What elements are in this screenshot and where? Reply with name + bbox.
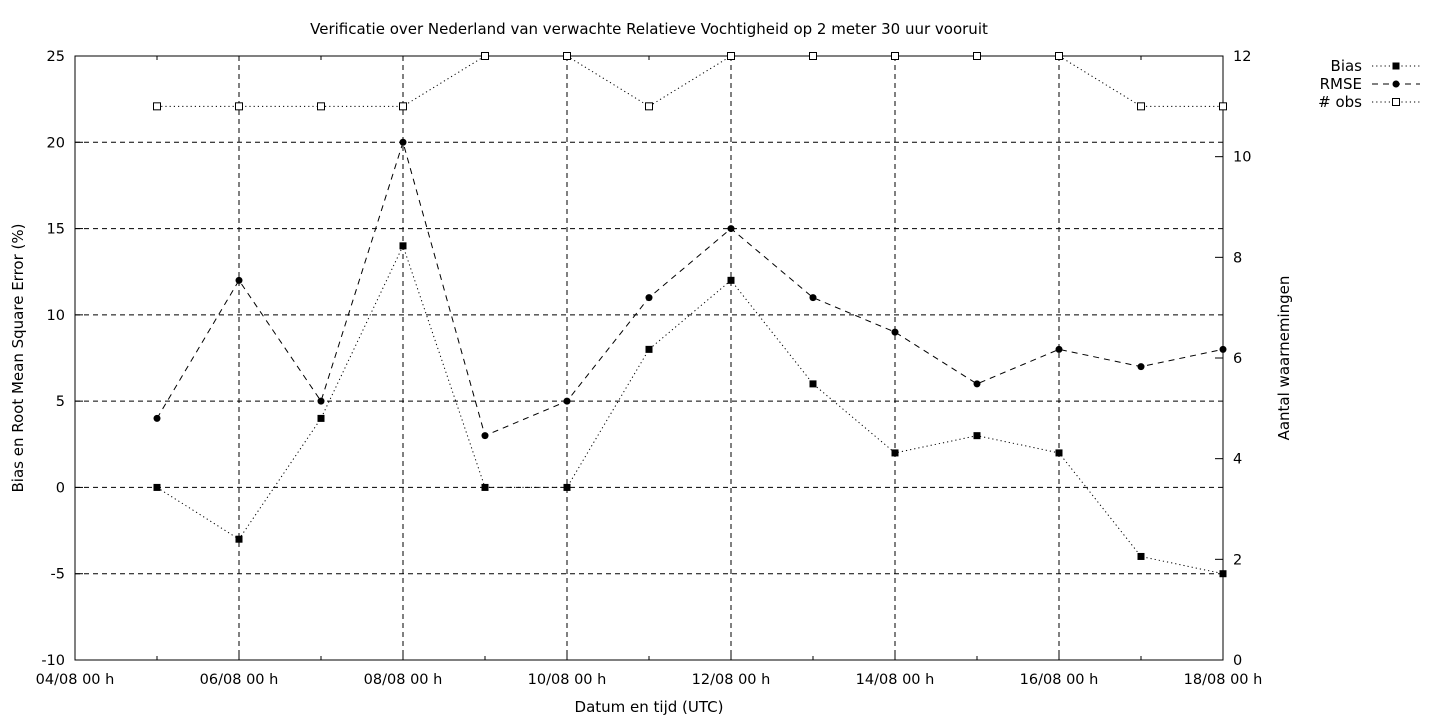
data-point-bias: [973, 432, 981, 440]
data-point-rmse: [153, 414, 161, 422]
data-point-rmse: [235, 276, 243, 284]
series-obs: [153, 52, 1227, 111]
series-line-obs: [157, 55, 1223, 107]
y2-axis-label: Aantal waarnemingen: [1275, 276, 1293, 441]
y2-tick-label: 2: [1233, 552, 1242, 568]
data-point-obs: [1055, 52, 1063, 60]
y-tick-label: 20: [47, 135, 65, 151]
legend-label-obs: # obs: [1318, 93, 1362, 111]
data-point-obs: [1137, 102, 1145, 111]
data-point-obs: [235, 102, 243, 111]
grid: [75, 56, 1223, 660]
x-tick-label: 12/08 00 h: [692, 672, 771, 688]
data-point-obs: [973, 52, 981, 60]
y2-tick-label: 8: [1233, 250, 1242, 266]
data-point-obs: [727, 52, 735, 60]
data-point-bias: [481, 483, 489, 491]
series-rmse: [153, 138, 1227, 440]
y-tick-label: 5: [56, 394, 65, 410]
data-point-rmse: [1055, 345, 1063, 353]
y-tick-label: 25: [47, 49, 65, 65]
data-point-bias: [809, 380, 817, 388]
data-point-obs: [645, 102, 653, 111]
y-tick-label: -5: [51, 567, 65, 583]
data-point-bias: [1219, 570, 1227, 578]
x-tick-label: 04/08 00 h: [36, 672, 115, 688]
y2-tick-label: 0: [1233, 653, 1242, 669]
data-point-rmse: [727, 225, 735, 233]
data-point-bias: [399, 242, 407, 250]
legend-marker-rmse: [1392, 80, 1400, 88]
x-tick-label: 08/08 00 h: [364, 672, 443, 688]
y2-tick-label: 12: [1233, 49, 1251, 65]
data-point-bias: [891, 449, 899, 457]
chart-title: Verificatie over Nederland van verwachte…: [310, 20, 988, 38]
data-point-rmse: [481, 432, 489, 440]
x-tick-label: 06/08 00 h: [200, 672, 279, 688]
y2-tick-label: 10: [1233, 150, 1251, 166]
data-point-bias: [563, 483, 571, 491]
data-point-bias: [1137, 552, 1145, 560]
series-line-bias: [156, 244, 1224, 575]
data-point-obs: [399, 102, 407, 111]
y2-tick-label: 6: [1233, 351, 1242, 367]
data-point-rmse: [1219, 345, 1227, 353]
y-tick-label: -10: [41, 653, 65, 669]
data-point-rmse: [891, 328, 899, 336]
x-axis: 04/08 00 h 06/08 00 h 08/08 00 h 10/08 00 h…: [36, 56, 1263, 688]
data-point-bias: [317, 414, 325, 422]
data-point-bias: [235, 535, 243, 543]
data-point-rmse: [973, 380, 981, 388]
y-axis: -10 -5 0 5 10 15 20 25: [41, 49, 83, 669]
legend-marker-bias: [1392, 62, 1400, 70]
data-point-obs: [317, 102, 325, 111]
data-point-rmse: [317, 397, 325, 405]
y-tick-label: 10: [47, 308, 65, 324]
series-line-rmse: [156, 140, 1224, 437]
x-tick-label: 10/08 00 h: [528, 672, 607, 688]
data-point-obs: [891, 52, 899, 60]
data-point-rmse: [809, 294, 817, 302]
data-point-bias: [727, 276, 735, 284]
y2-axis: 0 2 4 6 8 10 12: [1215, 49, 1251, 669]
series-layer: [153, 52, 1227, 578]
data-point-obs: [809, 52, 817, 60]
y-tick-label: 0: [56, 480, 65, 496]
legend-label-rmse: RMSE: [1320, 75, 1362, 93]
x-axis-label: Datum en tijd (UTC): [575, 698, 724, 716]
y2-tick-label: 4: [1233, 452, 1242, 468]
data-point-rmse: [1137, 363, 1145, 371]
data-point-obs: [153, 102, 161, 111]
x-tick-label: 18/08 00 h: [1184, 672, 1263, 688]
legend-marker-obs: [1392, 98, 1400, 106]
data-point-obs: [1219, 102, 1227, 111]
y-axis-label: Bias en Root Mean Square Error (%): [9, 224, 27, 493]
legend-label-bias: Bias: [1331, 57, 1363, 75]
x-tick-label: 14/08 00 h: [856, 672, 935, 688]
y-tick-label: 15: [47, 222, 65, 238]
data-point-rmse: [563, 397, 571, 405]
data-point-obs: [481, 52, 489, 60]
data-point-bias: [645, 345, 653, 353]
data-point-bias: [153, 483, 161, 491]
data-point-obs: [563, 52, 571, 60]
data-point-rmse: [399, 138, 407, 146]
data-point-bias: [1055, 449, 1063, 457]
series-bias: [153, 242, 1227, 578]
data-point-rmse: [645, 294, 653, 302]
x-tick-label: 16/08 00 h: [1020, 672, 1099, 688]
plot-frame: [74, 55, 1224, 661]
